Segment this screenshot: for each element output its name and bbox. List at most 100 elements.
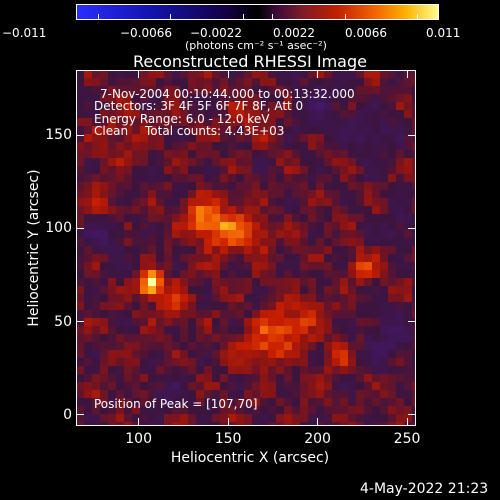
heatmap-cell — [300, 366, 308, 374]
heatmap-cell — [284, 382, 292, 390]
heatmap-cell — [108, 94, 116, 102]
heatmap-cell — [404, 78, 412, 86]
heatmap-cell — [92, 254, 100, 262]
heatmap-cell — [124, 294, 132, 302]
x-tick-label: 250 — [393, 431, 421, 447]
heatmap-cell — [332, 214, 340, 222]
heatmap-cell — [332, 110, 340, 118]
heatmap-cell — [372, 142, 380, 150]
heatmap-cell — [132, 342, 140, 350]
heatmap-cell — [108, 222, 116, 230]
heatmap-cell — [188, 182, 196, 190]
heatmap-cell — [196, 310, 204, 318]
heatmap-cell — [156, 110, 164, 118]
heatmap-cell — [260, 366, 268, 374]
heatmap-cell — [244, 342, 252, 350]
heatmap-cell — [76, 166, 84, 174]
heatmap-cell — [364, 94, 372, 102]
heatmap-cell — [324, 366, 332, 374]
heatmap-cell — [84, 406, 92, 414]
heatmap-cell — [284, 366, 292, 374]
heatmap-cell — [388, 78, 396, 86]
heatmap-cell — [364, 262, 372, 270]
heatmap-cell — [308, 78, 316, 86]
heatmap-cell — [108, 350, 116, 358]
heatmap-cell — [220, 214, 228, 222]
heatmap-cell — [164, 302, 172, 310]
heatmap-cell — [140, 310, 148, 318]
heatmap-cell — [348, 406, 356, 414]
heatmap-cell — [116, 374, 124, 382]
x-tick-mark — [406, 70, 408, 78]
heatmap-cell — [340, 414, 348, 422]
heatmap-cell — [172, 350, 180, 358]
annotation-clean: Clean — [94, 124, 129, 138]
heatmap-cell — [180, 110, 188, 118]
heatmap-cell — [300, 278, 308, 286]
heatmap-cell — [84, 334, 92, 342]
heatmap-cell — [348, 414, 356, 422]
heatmap-cell — [156, 270, 164, 278]
heatmap-cell — [84, 158, 92, 166]
heatmap-cell — [164, 222, 172, 230]
heatmap-cell — [116, 190, 124, 198]
heatmap-cell — [92, 126, 100, 134]
heatmap-cell — [412, 406, 416, 414]
heatmap-cell — [164, 174, 172, 182]
heatmap-cell — [284, 270, 292, 278]
heatmap-cell — [332, 414, 340, 422]
heatmap-cell — [244, 238, 252, 246]
heatmap-cell — [100, 302, 108, 310]
heatmap-cell — [388, 302, 396, 310]
heatmap-cell — [404, 86, 412, 94]
heatmap-cell — [156, 406, 164, 414]
heatmap-cell — [404, 110, 412, 118]
heatmap-cell — [324, 118, 332, 126]
heatmap-cell — [76, 134, 84, 142]
heatmap-cell — [252, 278, 260, 286]
heatmap-cell — [164, 214, 172, 222]
heatmap-cell — [172, 118, 180, 126]
heatmap-cell — [124, 350, 132, 358]
heatmap-cell — [132, 150, 140, 158]
heatmap-cell — [252, 254, 260, 262]
heatmap-cell — [332, 70, 340, 78]
heatmap-cell — [372, 166, 380, 174]
heatmap-cell — [108, 238, 116, 246]
heatmap-cell — [268, 134, 276, 142]
heatmap-cell — [164, 238, 172, 246]
heatmap-cell — [340, 422, 348, 426]
heatmap-cell — [148, 326, 156, 334]
heatmap-cell — [244, 294, 252, 302]
y-tick-mark — [408, 321, 416, 323]
heatmap-cell — [364, 70, 372, 78]
heatmap-cell — [212, 214, 220, 222]
heatmap-cell — [212, 166, 220, 174]
heatmap-cell — [404, 390, 412, 398]
heatmap-cell — [308, 422, 316, 426]
heatmap-cell — [236, 78, 244, 86]
heatmap-cell — [124, 390, 132, 398]
heatmap-cell — [364, 78, 372, 86]
heatmap-cell — [132, 102, 140, 110]
heatmap-cell — [236, 358, 244, 366]
heatmap-cell — [356, 230, 364, 238]
heatmap-cell — [172, 342, 180, 350]
heatmap-cell — [196, 86, 204, 94]
heatmap-cell — [84, 278, 92, 286]
heatmap-cell — [300, 262, 308, 270]
heatmap-cell — [148, 134, 156, 142]
heatmap-cell — [308, 158, 316, 166]
heatmap-cell — [372, 358, 380, 366]
heatmap-cell — [164, 198, 172, 206]
heatmap-cell — [212, 414, 220, 422]
heatmap-cell — [196, 214, 204, 222]
heatmap-cell — [372, 94, 380, 102]
heatmap-cell — [140, 206, 148, 214]
heatmap-cell — [172, 366, 180, 374]
heatmap-cell — [340, 78, 348, 86]
heatmap-cell — [236, 190, 244, 198]
heatmap-cell — [76, 94, 84, 102]
heatmap-cell — [404, 278, 412, 286]
heatmap-cell — [284, 286, 292, 294]
